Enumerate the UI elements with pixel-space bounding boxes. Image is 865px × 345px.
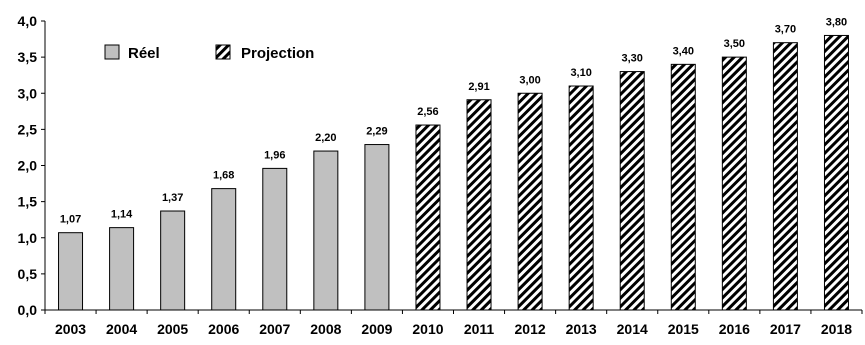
bars xyxy=(58,34,849,311)
y-tick-label: 1,0 xyxy=(18,230,38,246)
data-label-2007: 1,96 xyxy=(264,149,285,161)
y-axis: 0,0 0,5 1,0 1,5 2,0 2,5 3,0 3,5 4,0 xyxy=(18,13,46,318)
data-label-2006: 1,68 xyxy=(213,170,234,182)
bar-2010 xyxy=(415,124,441,311)
x-tick-label: 2017 xyxy=(770,321,801,337)
x-tick-label: 2006 xyxy=(208,321,239,337)
x-tick-label: 2003 xyxy=(55,321,86,337)
bar-2017 xyxy=(772,42,798,311)
data-label-2008: 2,20 xyxy=(315,132,336,144)
bar-2006 xyxy=(211,188,237,311)
data-label-2009: 2,29 xyxy=(366,126,387,138)
bar-2018 xyxy=(823,34,849,311)
bar-2007 xyxy=(262,167,288,311)
bar-2008 xyxy=(313,150,339,311)
x-tick-label: 2014 xyxy=(617,321,648,337)
x-tick-label: 2011 xyxy=(464,321,495,337)
y-tick-label: 0,5 xyxy=(18,266,38,282)
x-tick-label: 2009 xyxy=(361,321,392,337)
legend-swatch-1 xyxy=(215,44,231,60)
legend: Réel Projection xyxy=(104,44,314,62)
legend-label-1: Projection xyxy=(241,45,314,62)
y-tick-label: 2,0 xyxy=(18,158,38,174)
y-tick-label: 2,5 xyxy=(18,121,38,137)
bar-2014 xyxy=(619,71,645,311)
x-tick-label: 2005 xyxy=(157,321,188,337)
data-label-2004: 1,14 xyxy=(111,209,133,221)
x-tick-label: 2010 xyxy=(412,321,443,337)
data-label-2015: 3,40 xyxy=(673,45,694,57)
data-label-2013: 3,10 xyxy=(570,67,591,79)
data-label-2003: 1,07 xyxy=(60,214,81,226)
y-tick-label: 3,5 xyxy=(18,49,38,65)
legend-label-0: Réel xyxy=(128,45,160,62)
data-label-2011: 2,91 xyxy=(468,81,489,93)
bar-2005 xyxy=(160,210,186,311)
data-label-2005: 1,37 xyxy=(162,192,183,204)
bar-2009 xyxy=(364,144,390,311)
bar-2003 xyxy=(58,232,84,311)
data-label-2017: 3,70 xyxy=(775,24,796,36)
x-tick-label: 2012 xyxy=(515,321,546,337)
x-tick-label: 2015 xyxy=(668,321,699,337)
y-tick-label: 3,0 xyxy=(18,85,38,101)
x-tick-label: 2004 xyxy=(106,321,137,337)
bar-2015 xyxy=(670,63,696,311)
x-tick-label: 2013 xyxy=(566,321,597,337)
value-labels: 1,07 1,14 1,37 1,68 1,96 2,20 2,29 2,56 2,91 3,00… xyxy=(60,16,847,225)
x-axis: 2003 2004 2005 2006 2007 2008 2009 2010 2011 2012… xyxy=(44,309,863,337)
x-tick-label: 2007 xyxy=(259,321,290,337)
data-label-2016: 3,50 xyxy=(724,38,745,50)
bar-2013 xyxy=(568,85,594,311)
x-tick-label: 2008 xyxy=(310,321,341,337)
bar-2016 xyxy=(721,56,747,311)
x-tick-label: 2018 xyxy=(821,321,852,337)
y-tick-label: 0,0 xyxy=(18,302,38,318)
data-label-2012: 3,00 xyxy=(519,74,540,86)
y-tick-label: 1,5 xyxy=(18,194,38,210)
data-label-2014: 3,30 xyxy=(622,53,643,65)
bar-2011 xyxy=(466,99,492,311)
data-label-2010: 2,56 xyxy=(417,106,438,118)
bar-2012 xyxy=(517,92,543,311)
x-tick-label: 2016 xyxy=(719,321,750,337)
data-label-2018: 3,80 xyxy=(826,16,847,28)
y-tick-label: 4,0 xyxy=(18,13,38,29)
legend-swatch-0 xyxy=(104,44,120,60)
bar-2004 xyxy=(109,227,135,311)
